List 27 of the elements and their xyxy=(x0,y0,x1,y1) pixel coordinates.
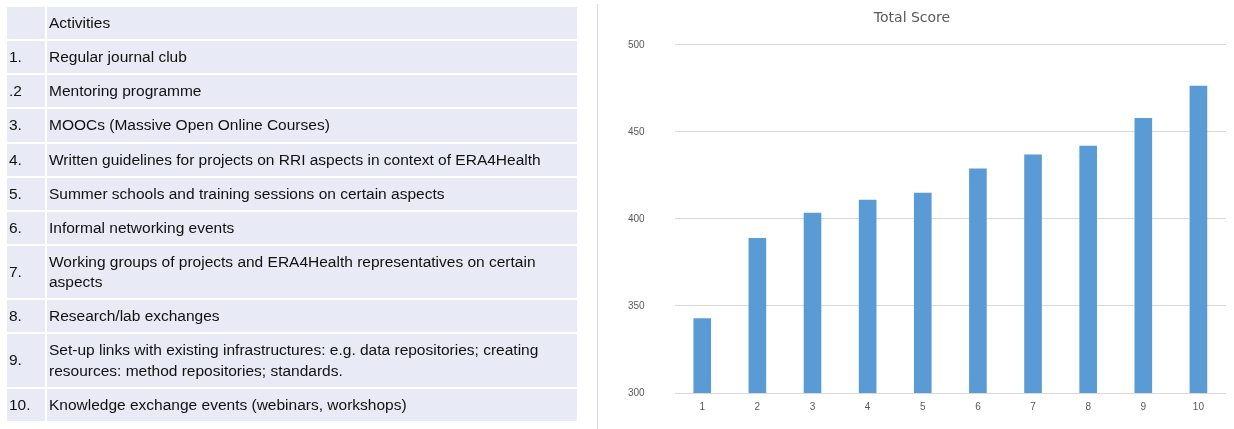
text: 3. MOOCs (Massive Open Online Courses) xyxy=(9,116,330,134)
y-tick-label: 450 xyxy=(628,125,646,137)
y-tick-label: 500 xyxy=(628,38,646,50)
y-tick-label: 400 xyxy=(628,212,646,224)
x-tick-label: 7 xyxy=(1030,400,1037,412)
y-tick-label: 350 xyxy=(628,299,646,311)
text: Activities xyxy=(47,7,577,40)
x-tick-label: 4 xyxy=(864,400,871,412)
x-tick-label: 3 xyxy=(809,400,816,412)
x-tick-label: 8 xyxy=(1085,400,1092,412)
text: 8. Research/lab exchanges xyxy=(9,307,220,325)
text: 5. Summer schools and training sessions on certain aspects xyxy=(9,184,445,202)
text: 6. Informal networking events xyxy=(9,218,235,236)
x-tick-label: 2 xyxy=(754,400,761,412)
text: 10. Knowledge exchange events (webinars, workshops) xyxy=(8,394,408,415)
x-tick-label: 9 xyxy=(1140,400,1147,412)
y-tick-label: 300 xyxy=(628,386,646,398)
x-tick-label: 1 xyxy=(699,400,706,412)
text: 4. Written guidelines for projects on RRI aspects in context of ERA4Health xyxy=(9,150,541,168)
text: .2 Mentoring programme xyxy=(9,82,202,100)
chart-title: Total Score xyxy=(872,9,951,26)
text: 7. Working groups of projects and ERA4Health representatives on certain aspects xyxy=(9,252,536,291)
text: 9. Set-up links with existing infrastructures: e.g. data repositories; creating resources: method repositories; standards. xyxy=(9,341,539,379)
x-tick-label: 6 xyxy=(975,400,982,412)
x-tick-label: 5 xyxy=(920,400,926,412)
text: 1. Regular journal club xyxy=(9,48,187,66)
x-tick-label: 10 xyxy=(1192,400,1205,412)
